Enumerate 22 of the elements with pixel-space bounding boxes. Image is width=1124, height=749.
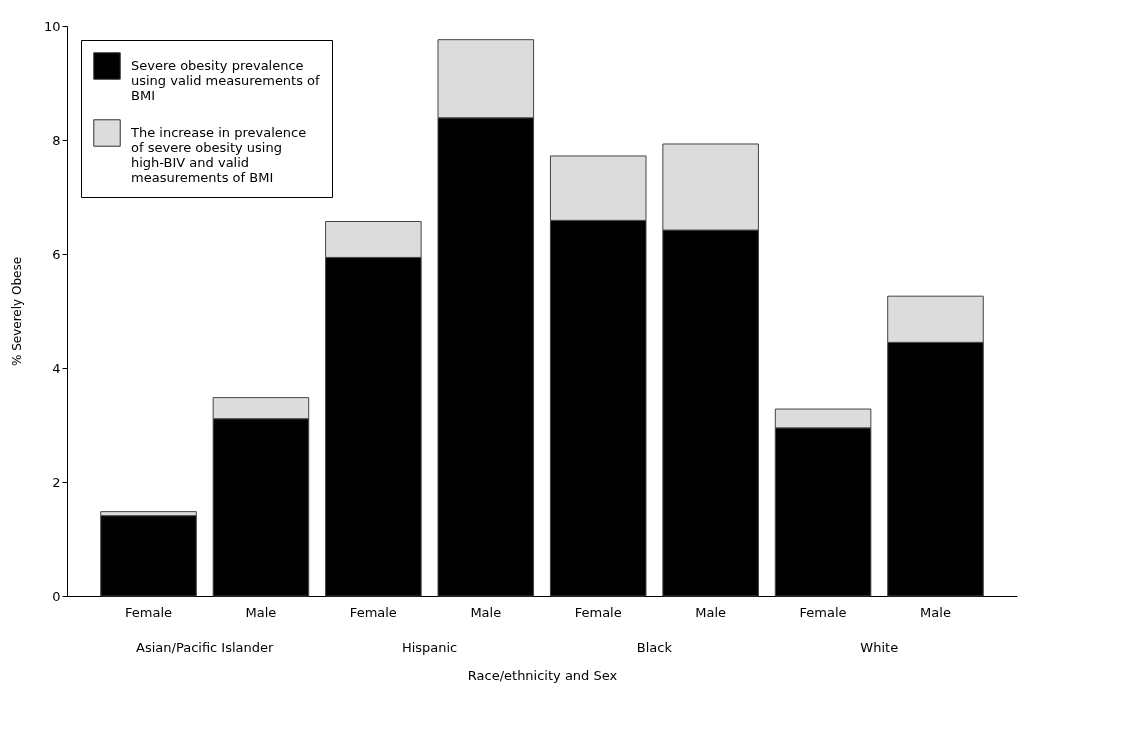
text: Hispanic <box>401 640 458 655</box>
x-tick-label: Female <box>574 604 622 620</box>
legend-label: The increase in prevalence of severe obesity using high-BIV and valid measurements of BMI <box>130 125 307 185</box>
x-tick-label: Male <box>470 604 502 620</box>
x-axis-title: Race/ethnicity and Sex <box>467 667 618 683</box>
text: Asian/Pacific Islander <box>136 640 275 655</box>
x-tick-label: Male <box>695 604 727 620</box>
y-tick-label: 2 <box>52 474 61 490</box>
x-tick-label: Female <box>799 604 847 620</box>
x-tick-label: Male <box>920 604 951 620</box>
x-tick-label: Male <box>245 604 277 620</box>
y-tick-label: 0 <box>52 588 61 604</box>
y-tick-label: 4 <box>52 360 61 376</box>
text: White <box>860 640 899 655</box>
x-tick-label: Female <box>125 604 173 620</box>
legend-label: Severe obesity prevalence using valid measurements of BMI <box>131 58 321 103</box>
x-tick-label: Female <box>349 604 397 620</box>
y-tick-label: 10 <box>43 18 61 34</box>
y-axis-title: % Severely Obese <box>9 256 24 367</box>
y-tick-label: 8 <box>52 132 61 148</box>
text: Black <box>636 640 673 655</box>
y-tick-label: 6 <box>52 246 61 262</box>
